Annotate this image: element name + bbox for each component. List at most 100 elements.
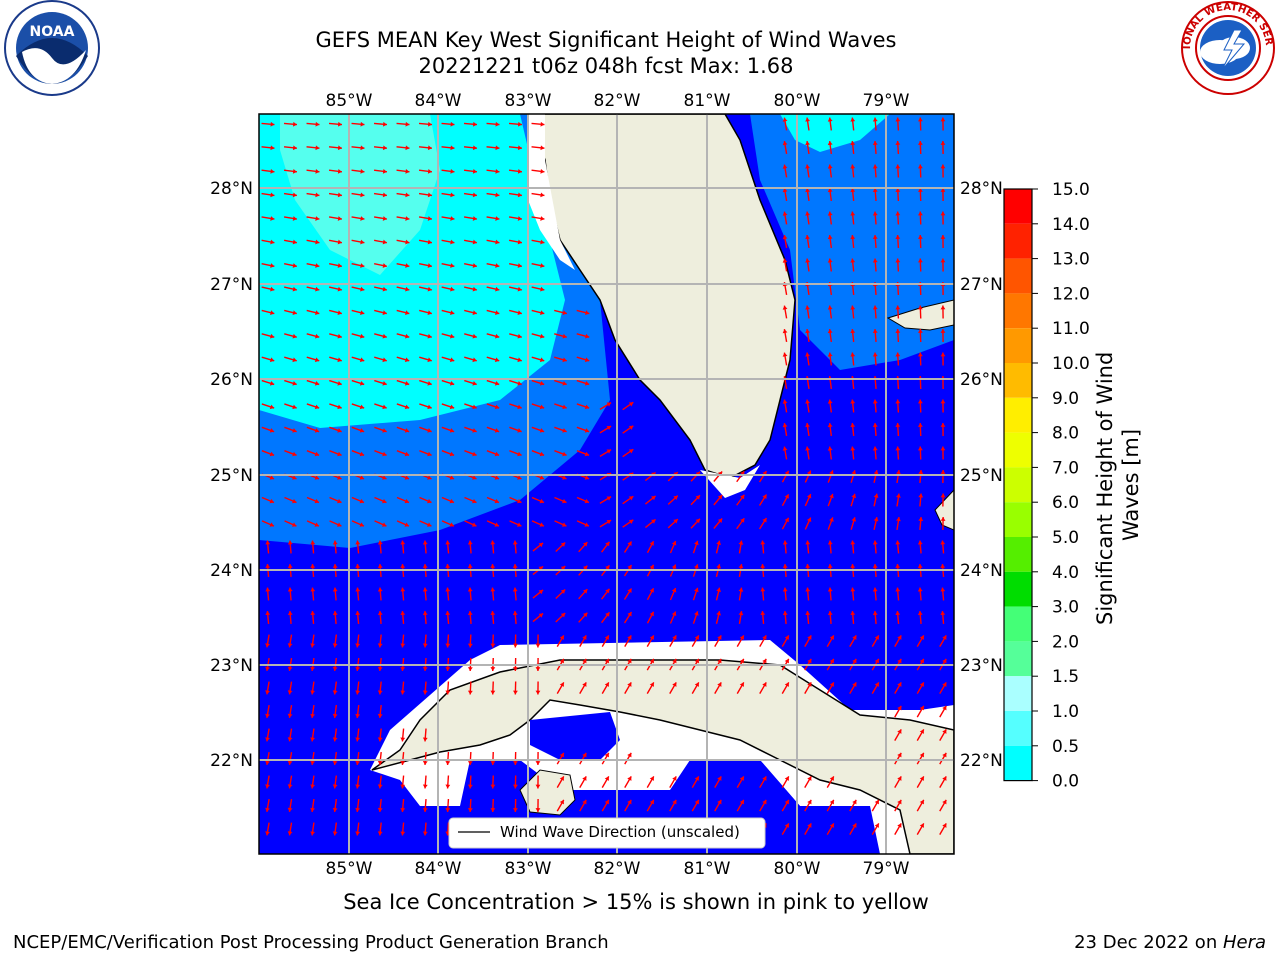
wind-arrow-head [337, 451, 342, 457]
wind-arrow [782, 140, 788, 155]
wind-arrow-head [495, 145, 500, 151]
wind-arrow [463, 168, 478, 174]
wind-arrow-head [805, 188, 810, 193]
wind-arrow-head [472, 192, 477, 198]
wind-arrow-head [539, 451, 545, 457]
wind-arrow-head [649, 588, 654, 593]
wind-arrow [396, 496, 410, 504]
wind-arrow-head [382, 310, 387, 315]
wind-arrow [826, 823, 835, 835]
wind-arrow [332, 634, 338, 648]
wind-arrow-head [917, 587, 923, 592]
wind-arrow-head [827, 141, 833, 146]
wind-arrow [419, 379, 432, 386]
wind-arrow [805, 117, 810, 131]
wind-arrow [827, 117, 833, 131]
wind-arrow [850, 610, 856, 625]
wind-arrow-head [917, 258, 923, 263]
wind-arrow-head [405, 168, 410, 174]
wind-arrow [287, 822, 293, 836]
wind-arrow-head [850, 235, 856, 240]
wind-arrow [917, 305, 923, 319]
wind-arrow-head [895, 446, 901, 451]
wind-arrow [895, 422, 901, 437]
wind-arrow [782, 422, 788, 437]
wind-arrow-head [694, 776, 699, 781]
wind-arrow-head [873, 493, 879, 498]
wind-arrow-head [605, 612, 610, 617]
wind-arrow [940, 610, 946, 625]
wind-arrow-head [472, 168, 477, 174]
wind-arrow [419, 496, 432, 504]
wind-arrow [826, 635, 835, 647]
wind-arrow [265, 610, 271, 625]
wind-arrow-head [513, 761, 518, 765]
wind-arrow-head [377, 611, 383, 616]
wind-arrow-head [405, 121, 410, 127]
wind-arrow [374, 496, 387, 504]
wind-arrow [873, 517, 879, 530]
wind-arrow-head [310, 540, 316, 545]
wind-arrow [419, 450, 432, 457]
wind-arrow-head [360, 239, 365, 245]
wind-arrow-head [895, 352, 901, 357]
wind-arrow-head [517, 192, 522, 198]
wind-arrow [579, 752, 587, 765]
wind-arrow [781, 823, 790, 835]
wind-arrow-head [405, 216, 410, 221]
wind-arrow-head [805, 564, 811, 569]
wind-arrow-head [360, 145, 365, 151]
wind-arrow [917, 211, 923, 225]
wind-arrow [782, 164, 788, 178]
wind-arrow-head [517, 263, 522, 268]
wind-arrow-head [562, 475, 567, 480]
wind-arrow [646, 682, 655, 694]
wind-arrow [894, 705, 902, 718]
wind-arrow [284, 286, 297, 292]
wind-arrow-head [472, 381, 477, 386]
wind-arrow-head [467, 690, 473, 695]
wind-arrow [441, 403, 455, 410]
wind-arrow [441, 262, 455, 268]
wind-arrow-head [694, 611, 699, 616]
wind-arrow [579, 799, 587, 812]
wind-arrow-head [355, 737, 361, 742]
wind-arrow [872, 540, 878, 554]
wind-arrow [601, 611, 610, 624]
wind-arrow-head [827, 587, 833, 592]
wind-arrow [467, 681, 473, 695]
wind-arrow-head [314, 522, 319, 527]
wind-arrow [738, 587, 744, 601]
wind-arrow-head [517, 310, 522, 315]
wind-arrow [377, 681, 383, 695]
wind-arrow-head [942, 729, 947, 734]
wind-arrow [261, 496, 275, 504]
wind-arrow-head [287, 690, 293, 695]
colorbar-tick-label: 0.0 [1052, 772, 1079, 792]
wind-arrow-head [716, 540, 721, 545]
wind-arrow [782, 187, 788, 202]
wind-arrow [396, 286, 410, 292]
wind-arrow-head [332, 713, 338, 718]
wind-arrow [532, 612, 544, 623]
wind-arrow-head [897, 729, 902, 734]
wind-arrow [894, 635, 902, 647]
wind-arrow-head [896, 493, 901, 498]
wind-arrow-head [270, 286, 275, 292]
wind-arrow-head [360, 168, 365, 174]
wind-arrow-head [287, 760, 293, 765]
wind-arrow [896, 493, 901, 507]
wind-arrow-head [672, 658, 677, 664]
wind-arrow-head [784, 635, 789, 640]
wind-arrow-head [760, 564, 766, 569]
wind-arrow-head [917, 423, 923, 427]
wind-arrow [306, 309, 320, 315]
wind-arrow-head [784, 682, 789, 687]
wind-arrow-head [427, 357, 432, 363]
wind-arrow-head [422, 667, 428, 671]
wind-arrow-head [400, 807, 406, 812]
wind-arrow [827, 493, 834, 507]
wind-arrow-head [359, 404, 365, 410]
wind-arrow-head [517, 121, 522, 127]
